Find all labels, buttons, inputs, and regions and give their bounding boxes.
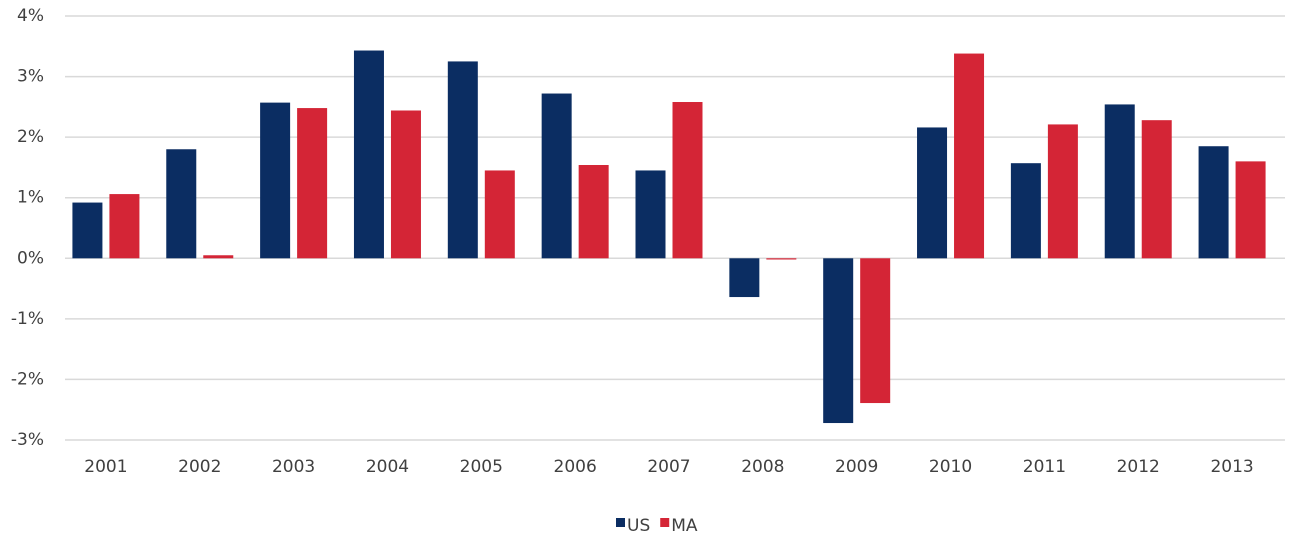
legend-swatch: [660, 518, 670, 527]
bar: [72, 202, 103, 259]
bar: [672, 102, 703, 259]
x-tick-label: 2004: [366, 457, 409, 477]
x-tick-label: 2007: [647, 457, 690, 477]
bar: [260, 102, 291, 259]
bar: [1141, 120, 1172, 259]
x-tick-label: 2003: [272, 457, 315, 477]
y-tick-label: 3%: [17, 67, 44, 87]
bar: [447, 61, 478, 259]
bar: [166, 149, 197, 259]
bar: [1104, 104, 1135, 259]
bar: [635, 170, 666, 259]
bar: [353, 50, 384, 259]
bar: [109, 194, 140, 259]
bar: [1235, 161, 1266, 259]
bar: [917, 127, 948, 259]
y-tick-label: 2%: [17, 127, 44, 147]
x-tick-label: 2012: [1117, 457, 1160, 477]
y-tick-label: -3%: [11, 430, 44, 450]
legend-label: MA: [671, 516, 698, 536]
bar: [1047, 124, 1078, 259]
bar: [390, 110, 421, 259]
legend-label: US: [627, 516, 650, 536]
x-tick-label: 2006: [554, 457, 597, 477]
bar: [1010, 163, 1041, 259]
bar: [203, 255, 234, 259]
x-tick-label: 2013: [1210, 457, 1253, 477]
bar: [729, 258, 760, 298]
legend-swatch: [616, 518, 625, 527]
y-tick-label: 0%: [17, 248, 44, 268]
bar: [954, 53, 985, 259]
bar: [823, 258, 854, 424]
x-tick-label: 2001: [84, 457, 127, 477]
bar: [1198, 146, 1229, 259]
x-tick-label: 2010: [929, 457, 972, 477]
bar: [297, 108, 328, 259]
bar: [541, 93, 572, 259]
x-tick-label: 2008: [741, 457, 784, 477]
bar: [860, 258, 891, 404]
y-tick-label: 1%: [17, 188, 44, 208]
bar: [484, 170, 515, 259]
x-tick-label: 2009: [835, 457, 878, 477]
x-tick-label: 2002: [178, 457, 221, 477]
y-tick-label: 4%: [17, 6, 44, 26]
y-tick-label: -2%: [11, 369, 44, 389]
x-tick-label: 2011: [1023, 457, 1066, 477]
bar: [578, 165, 609, 259]
y-tick-label: -1%: [11, 309, 44, 329]
bar: [766, 258, 797, 260]
x-tick-label: 2005: [460, 457, 503, 477]
